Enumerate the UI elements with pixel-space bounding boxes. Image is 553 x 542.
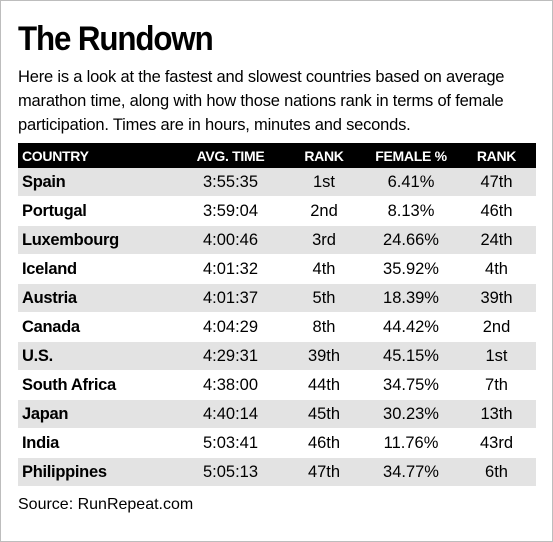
table-row: Luxembourg 4:00:46 3rd 24.66% 24th xyxy=(18,225,536,255)
cell-country: Luxembourg xyxy=(18,225,178,255)
cell-country: Austria xyxy=(18,283,178,313)
cell-rank: 45th xyxy=(283,399,365,429)
cell-female-pct: 35.92% xyxy=(365,254,457,284)
cell-rank: 8th xyxy=(283,312,365,342)
cell-female-pct: 34.77% xyxy=(365,457,457,487)
cell-avg-time: 5:05:13 xyxy=(178,457,283,487)
cell-avg-time: 4:04:29 xyxy=(178,312,283,342)
cell-rank: 4th xyxy=(283,254,365,284)
cell-country: Canada xyxy=(18,312,178,342)
cell-country: Spain xyxy=(18,168,178,197)
cell-female-pct: 8.13% xyxy=(365,196,457,226)
cell-female-rank: 46th xyxy=(457,196,536,226)
table-row: Iceland 4:01:32 4th 35.92% 4th xyxy=(18,254,536,284)
cell-avg-time: 4:01:32 xyxy=(178,254,283,284)
cell-rank: 2nd xyxy=(283,196,365,226)
table-header-row: COUNTRY AVG. TIME RANK FEMALE % RANK xyxy=(18,143,536,168)
rundown-table: COUNTRY AVG. TIME RANK FEMALE % RANK Spain 3:… xyxy=(18,143,536,487)
cell-female-rank: 39th xyxy=(457,283,536,313)
cell-country: Portugal xyxy=(18,196,178,226)
column-header-rank: RANK xyxy=(304,147,344,164)
source-note: Source: RunRepeat.com xyxy=(18,496,194,513)
cell-rank: 39th xyxy=(283,341,365,371)
cell-female-rank: 13th xyxy=(457,399,536,429)
cell-female-rank: 7th xyxy=(457,370,536,400)
table-row: Philippines 5:05:13 47th 34.77% 6th xyxy=(18,457,536,487)
chart-title: The Rundown xyxy=(18,20,214,58)
cell-female-rank: 4th xyxy=(457,254,536,284)
cell-female-rank: 24th xyxy=(457,225,536,255)
cell-female-rank: 6th xyxy=(457,457,536,487)
cell-avg-time: 5:03:41 xyxy=(178,428,283,458)
cell-country: Japan xyxy=(18,399,178,429)
table-row: U.S. 4:29:31 39th 45.15% 1st xyxy=(18,341,536,371)
cell-avg-time: 4:40:14 xyxy=(178,399,283,429)
cell-female-pct: 24.66% xyxy=(365,225,457,255)
cell-female-rank: 2nd xyxy=(457,312,536,342)
graphic-content: The Rundown Here is a look at the fastes… xyxy=(18,19,536,516)
table-header: COUNTRY AVG. TIME RANK FEMALE % RANK xyxy=(18,143,536,168)
cell-rank: 46th xyxy=(283,428,365,458)
cell-female-rank: 47th xyxy=(457,168,536,197)
cell-avg-time: 4:00:46 xyxy=(178,225,283,255)
table-body: Spain 3:55:35 1st 6.41% 47th Portugal 3:59:04 2… xyxy=(18,168,536,487)
column-header-female-rank: RANK xyxy=(476,147,517,164)
column-header-avg-time: AVG. TIME xyxy=(196,147,265,164)
cell-country: India xyxy=(18,428,178,458)
cell-avg-time: 4:01:37 xyxy=(178,283,283,313)
cell-female-pct: 6.41% xyxy=(365,168,457,197)
cell-country: South Africa xyxy=(18,370,178,400)
cell-female-pct: 18.39% xyxy=(365,283,457,313)
cell-rank: 47th xyxy=(283,457,365,487)
column-header-country: COUNTRY xyxy=(22,147,89,164)
table-row: Portugal 3:59:04 2nd 8.13% 46th xyxy=(18,196,536,226)
cell-female-pct: 11.76% xyxy=(365,428,457,458)
cell-country: Iceland xyxy=(18,254,178,284)
cell-avg-time: 4:29:31 xyxy=(178,341,283,371)
table-row: Spain 3:55:35 1st 6.41% 47th xyxy=(18,168,536,197)
cell-rank: 3rd xyxy=(283,225,365,255)
table-row: Japan 4:40:14 45th 30.23% 13th xyxy=(18,399,536,429)
cell-rank: 44th xyxy=(283,370,365,400)
column-header-female-pct: FEMALE % xyxy=(375,147,447,164)
table-row: Canada 4:04:29 8th 44.42% 2nd xyxy=(18,312,536,342)
cell-country: Philippines xyxy=(18,457,178,487)
cell-female-pct: 34.75% xyxy=(365,370,457,400)
cell-country: U.S. xyxy=(18,341,178,371)
chart-subtitle: Here is a look at the fastest and slowes… xyxy=(18,68,505,134)
table-row: India 5:03:41 46th 11.76% 43rd xyxy=(18,428,536,458)
cell-female-rank: 43rd xyxy=(457,428,536,458)
cell-avg-time: 3:59:04 xyxy=(178,196,283,226)
table-row: South Africa 4:38:00 44th 34.75% 7th xyxy=(18,370,536,400)
cell-avg-time: 4:38:00 xyxy=(178,370,283,400)
cell-rank: 1st xyxy=(283,168,365,197)
cell-female-pct: 44.42% xyxy=(365,312,457,342)
cell-female-pct: 45.15% xyxy=(365,341,457,371)
cell-rank: 5th xyxy=(283,283,365,313)
table-row: Austria 4:01:37 5th 18.39% 39th xyxy=(18,283,536,313)
cell-avg-time: 3:55:35 xyxy=(178,168,283,197)
cell-female-rank: 1st xyxy=(457,341,536,371)
cell-female-pct: 30.23% xyxy=(365,399,457,429)
